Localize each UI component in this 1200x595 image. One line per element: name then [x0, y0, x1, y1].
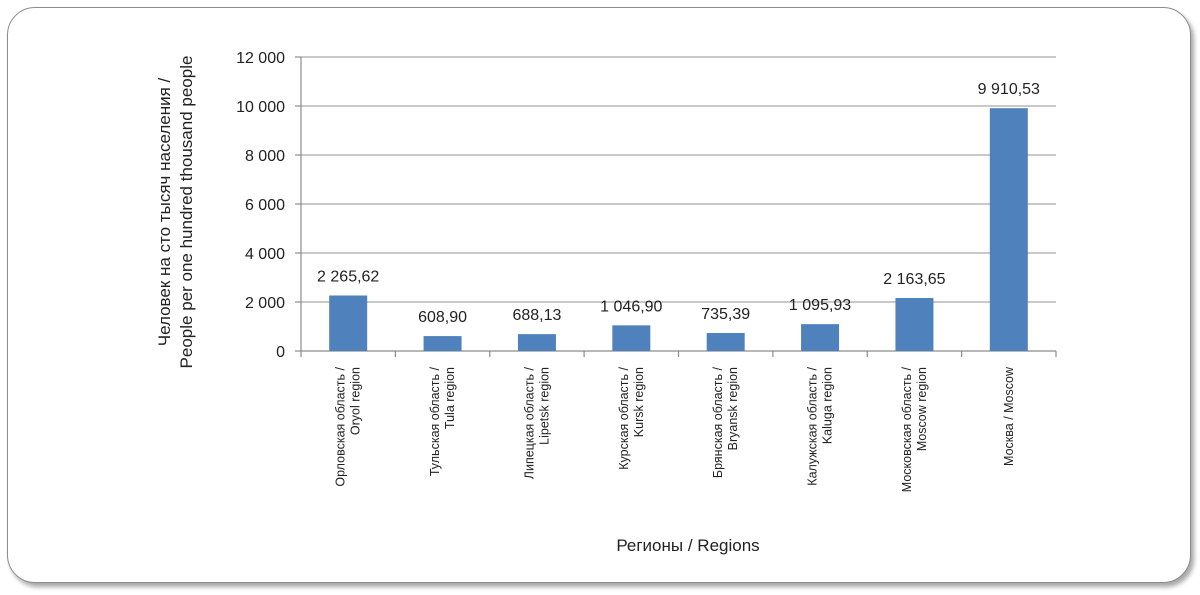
y-tick-label: 6 000: [245, 197, 285, 214]
bar: [801, 324, 840, 351]
x-category-label-line: Орловская область /: [334, 366, 348, 486]
x-category-label-line: Kursk region: [632, 367, 646, 437]
y-axis-title-line: Человек на сто тысяч населения /: [155, 77, 174, 346]
data-label: 608,90: [418, 309, 467, 326]
bar: [423, 336, 462, 351]
bar: [329, 295, 368, 351]
data-label: 688,13: [512, 307, 561, 324]
y-tick-label: 12 000: [236, 50, 285, 67]
x-category-label-line: Тульская область /: [428, 366, 442, 476]
y-axis-title: Человек на сто тысяч населения / People p…: [155, 56, 196, 369]
x-category-label-line: Калужская область /: [806, 366, 820, 485]
data-label: 2 163,65: [883, 271, 945, 288]
bar: [895, 297, 934, 351]
x-category-label: Липецкая область / Lipetsk region: [522, 366, 551, 479]
x-category-label-line: Брянская область /: [711, 366, 725, 478]
y-tick-label: 0: [276, 344, 285, 361]
y-tick-label: 4 000: [245, 246, 285, 263]
x-category-label-line: Московская область /: [900, 366, 914, 492]
x-axis-title: Регионы / Regions: [616, 536, 759, 555]
bar: [989, 108, 1028, 351]
bar: [517, 334, 556, 351]
data-label: 1 095,93: [789, 297, 851, 314]
x-category-label: Калужская область / Kaluga region: [806, 366, 835, 485]
data-label: 2 265,62: [317, 268, 379, 285]
x-category-label-line: Липецкая область /: [522, 366, 536, 479]
x-category-label-line: Курская область /: [617, 366, 631, 469]
bar: [612, 325, 651, 351]
x-category-label-line: Lipetsk region: [537, 367, 551, 445]
x-category-label: Орловская область / Oryol region: [334, 366, 363, 486]
data-label: 735,39: [701, 306, 750, 323]
x-category-label: Москва / Moscow: [1002, 366, 1016, 466]
x-category-label-line: Moscow region: [915, 367, 929, 451]
x-category-label: Московская область / Moscow region: [900, 366, 929, 492]
y-tick-label: 2 000: [245, 295, 285, 312]
x-category-label-line: Москва / Moscow: [1002, 366, 1016, 466]
y-tick-label: 8 000: [245, 148, 285, 165]
x-category-label-line: Oryol region: [349, 367, 363, 435]
x-category-label: Брянская область / Bryansk region: [711, 366, 740, 478]
y-tick-label: 10 000: [236, 99, 285, 116]
x-category-label-line: Bryansk region: [726, 367, 740, 450]
y-axis-title-line: People per one hundred thousand people: [177, 56, 196, 369]
data-label: 1 046,90: [600, 298, 662, 315]
bar-chart: 0 2 000 4 000 6 000 8 000 10 000 12 000 2 265,6…: [155, 50, 1057, 555]
data-label: 9 910,53: [978, 81, 1040, 98]
x-category-label-line: Tula region: [443, 367, 457, 429]
x-category-label: Тульская область / Tula region: [428, 366, 457, 476]
x-category-label-line: Kaluga region: [821, 367, 835, 444]
bar: [706, 332, 745, 351]
chart-card: 0 2 000 4 000 6 000 8 000 10 000 12 000 2 265,6…: [7, 7, 1191, 583]
x-category-label: Курская область / Kursk region: [617, 366, 646, 469]
